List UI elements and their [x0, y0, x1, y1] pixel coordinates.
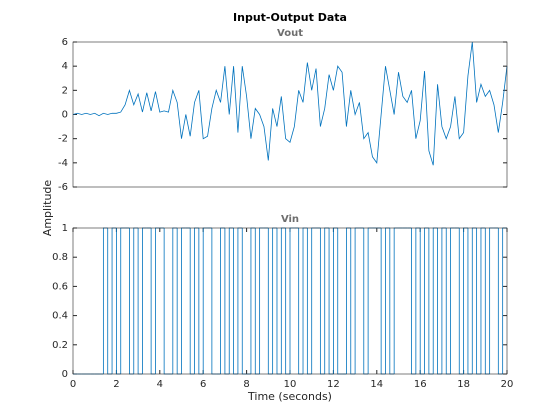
x-tick-label: 8: [243, 379, 249, 390]
data-line: [72, 41, 508, 166]
x-tick-label: 0: [70, 379, 76, 390]
y-tick-label: 0.8: [52, 252, 68, 263]
y-tick-label: -4: [58, 158, 68, 169]
y-tick-label: 0: [62, 110, 68, 121]
x-tick-label: 16: [414, 379, 427, 390]
x-tick-label: 18: [457, 379, 470, 390]
y-tick-label: 1: [62, 223, 68, 234]
x-tick-label: 20: [501, 379, 514, 390]
x-axis-label: Time (seconds): [247, 390, 332, 403]
y-tick-label: 0.6: [52, 281, 68, 292]
y-tick-label: 0.2: [52, 340, 68, 351]
y-tick-label: 4: [62, 61, 68, 72]
y-tick-label: -2: [58, 134, 68, 145]
x-tick-label: 4: [157, 379, 163, 390]
y-tick-label: 2: [62, 85, 68, 96]
x-tick-label: 6: [200, 379, 206, 390]
subplot-title: Vout: [277, 28, 303, 39]
y-tick-label: 0.4: [52, 311, 68, 322]
y-axis-label: Amplitude: [41, 180, 54, 237]
x-tick-label: 12: [327, 379, 340, 390]
axes-box: [72, 41, 508, 188]
x-tick-label: 14: [370, 379, 383, 390]
x-tick-label: 10: [284, 379, 297, 390]
figure-title: Input-Output Data: [233, 11, 347, 24]
x-tick-label: 2: [113, 379, 119, 390]
axes-box: [72, 227, 508, 375]
subplot-title: Vin: [281, 214, 299, 225]
y-tick-label: 0: [62, 369, 68, 380]
y-tick-label: -6: [58, 182, 68, 193]
y-tick-label: 6: [62, 37, 68, 48]
